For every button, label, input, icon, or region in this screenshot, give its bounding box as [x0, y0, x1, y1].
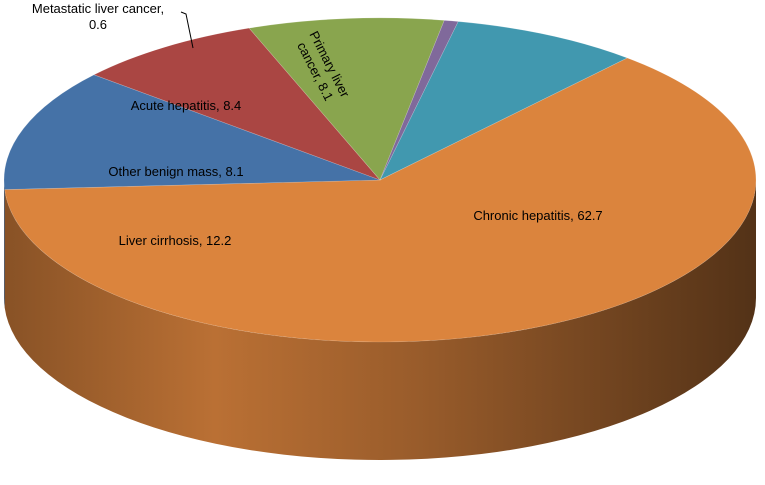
pie-slice-chronic-hepatitis: [4, 57, 757, 343]
pie-slice-primary-liver-cancer: [379, 21, 629, 181]
pie-slice-metastatic-liver-cancer: [379, 20, 459, 181]
data-label-chronic-hepatitis: Chronic hepatitis, 62.7: [473, 208, 602, 223]
pie-slices: [3, 17, 757, 343]
data-label-acute-hepatitis: Acute hepatitis, 8.4: [131, 98, 242, 113]
pie-sides: [4, 180, 757, 461]
pie-side-liver-cirrhosis: [4, 180, 5, 308]
pie-slice-other-benign-mass: [93, 27, 381, 181]
pie-slice-acute-hepatitis: [248, 17, 445, 181]
data-label-liver-cirrhosis: Liver cirrhosis, 12.2: [119, 233, 232, 248]
data-label-metastatic-liver-cancer: Metastatic liver cancer, 0.6: [32, 1, 164, 32]
pie-slice-liver-cirrhosis: [3, 74, 381, 190]
data-label-other-benign-mass: Other benign mass, 8.1: [108, 164, 243, 179]
leader-lines: [180, 11, 194, 49]
leader-line-metastatic-liver-cancer: [180, 11, 194, 49]
pie-side-chronic-hepatitis: [4, 180, 757, 461]
